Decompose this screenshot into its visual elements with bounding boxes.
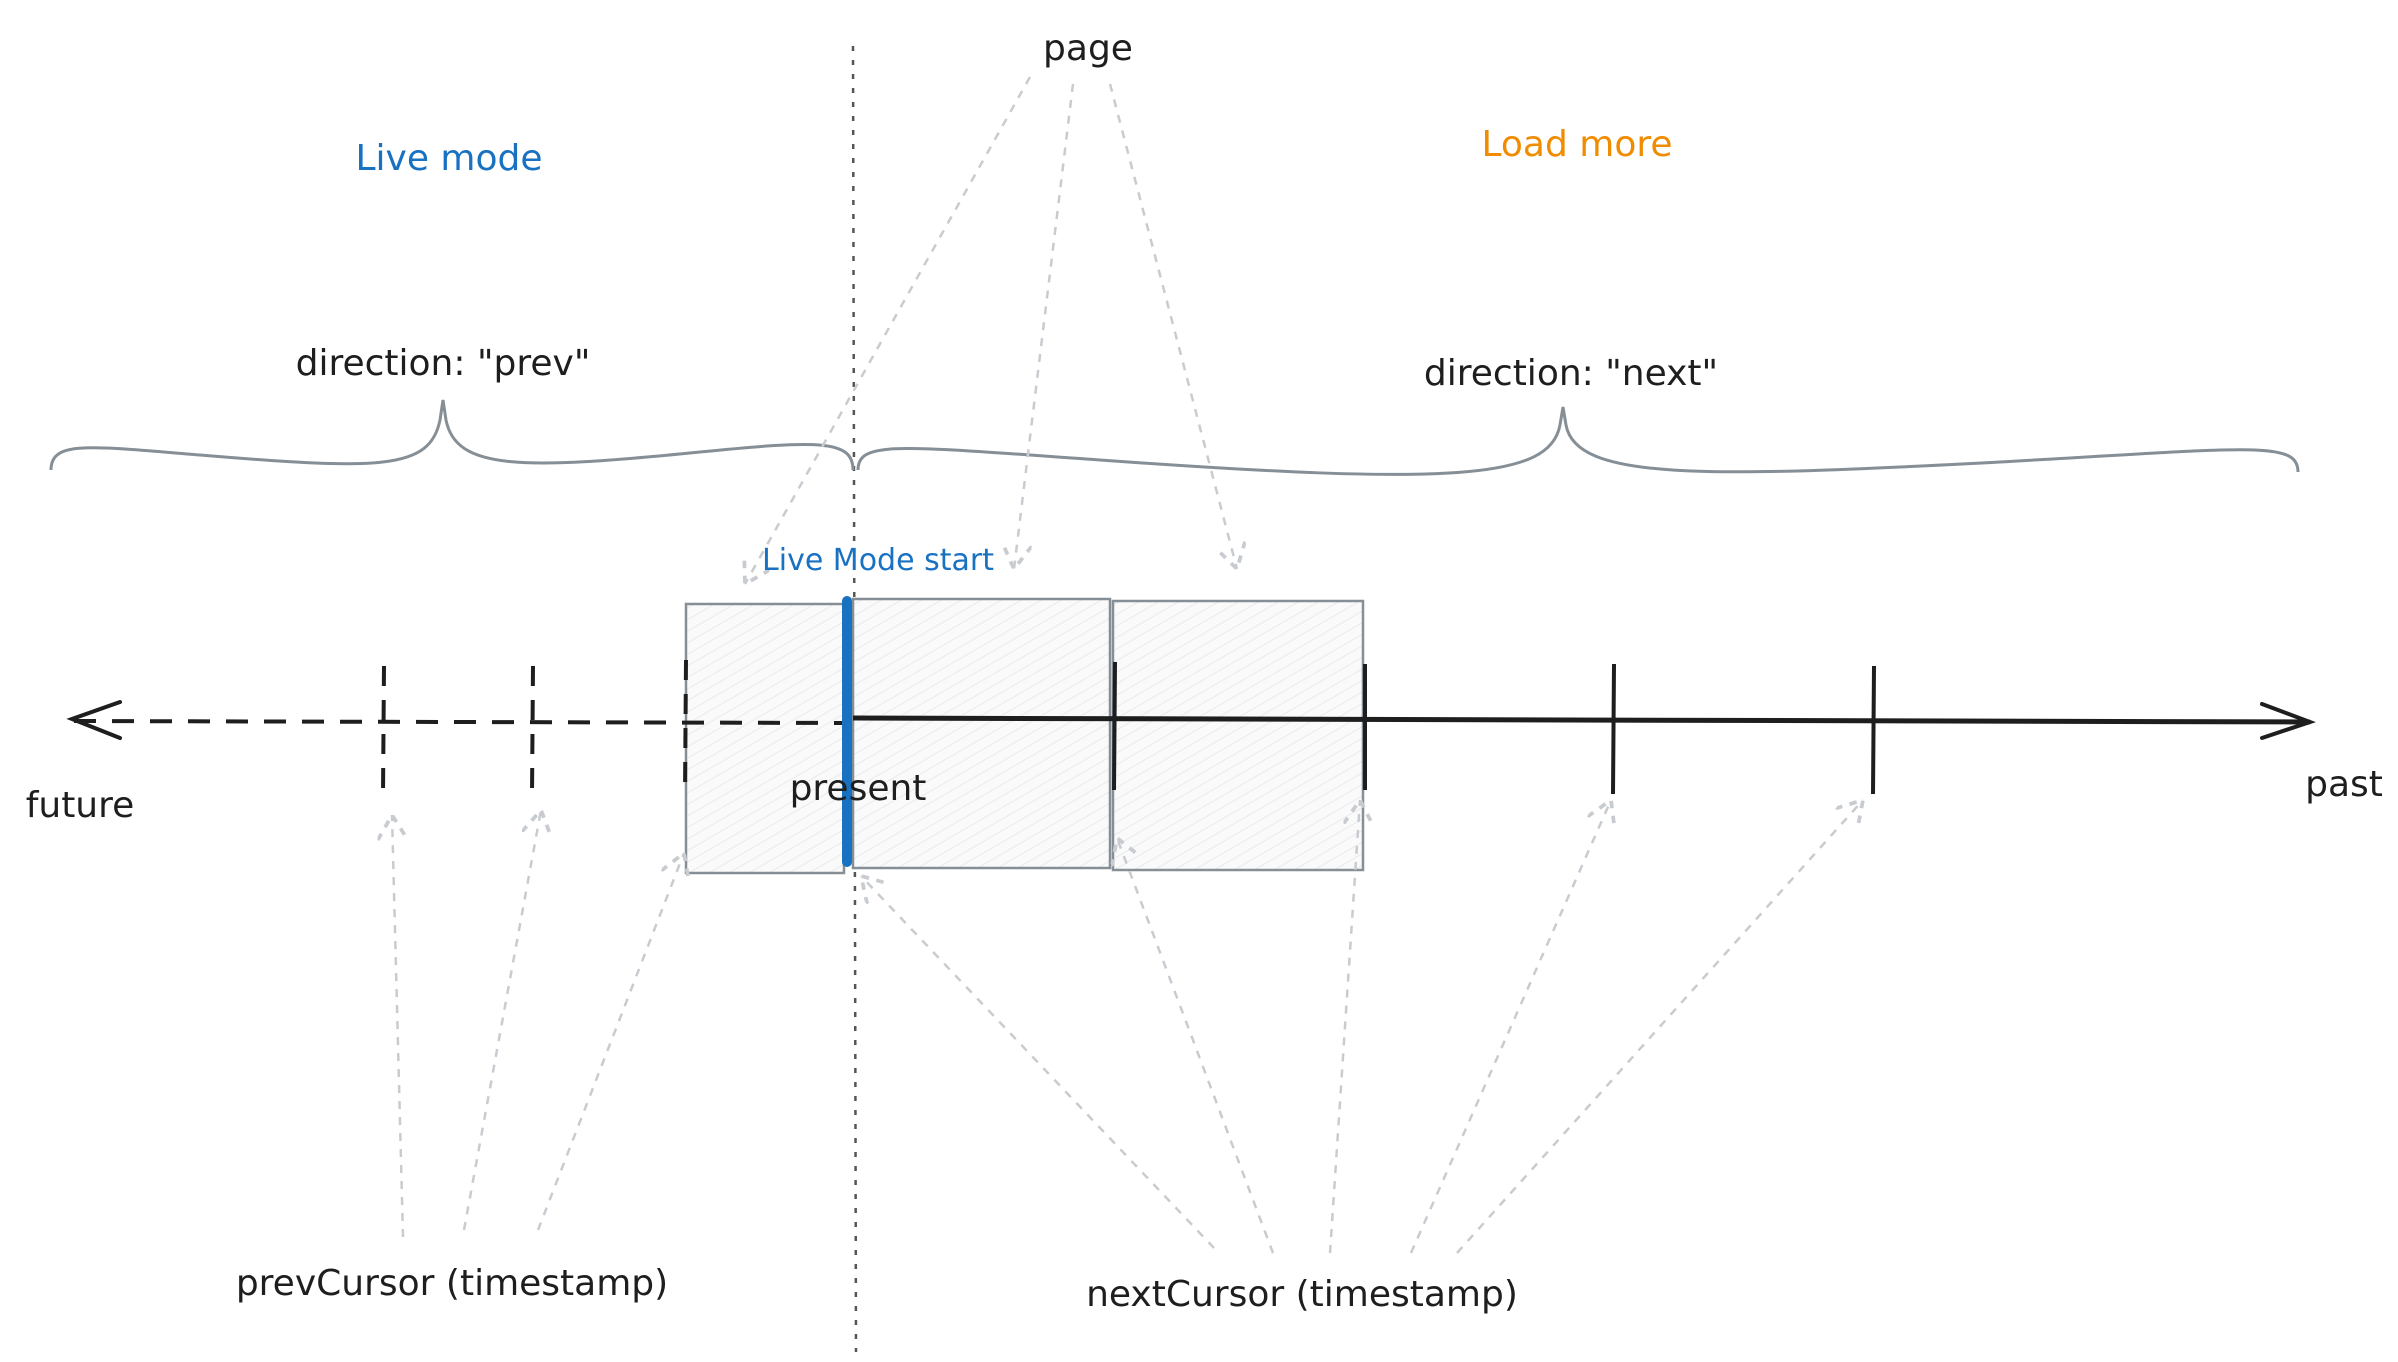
- prev-cursor-hint-arrows: [392, 810, 684, 1238]
- brace-prev: [49, 399, 855, 471]
- direction-prev-label: direction: "prev": [296, 343, 591, 384]
- prev-cursor-label: prevCursor (timestamp): [236, 1263, 668, 1304]
- past-axis-solid: [852, 715, 2311, 725]
- prev-ticks: [381, 659, 688, 796]
- future-label: future: [26, 785, 135, 826]
- load-more-label: Load more: [1481, 124, 1672, 165]
- live-mode-label: Live mode: [355, 138, 542, 179]
- direction-next-label: direction: "next": [1424, 353, 1718, 394]
- page-box-1: [851, 597, 1112, 870]
- page-label: page: [1043, 28, 1133, 69]
- next-cursor-hint-arrows: [861, 800, 1863, 1254]
- brace-next: [856, 406, 2300, 476]
- next-cursor-label: nextCursor (timestamp): [1086, 1274, 1518, 1315]
- page-hint-arrows: [745, 76, 1237, 584]
- page-box-prev: [684, 602, 846, 875]
- live-mode-start-label: Live Mode start: [762, 543, 994, 578]
- past-arrow-head: [2260, 702, 2316, 740]
- past-label: past: [2305, 764, 2383, 805]
- future-axis-dashed: [73, 719, 848, 725]
- page-box-2: [1111, 599, 1365, 872]
- future-arrow-head: [66, 700, 122, 740]
- present-label: present: [790, 768, 927, 809]
